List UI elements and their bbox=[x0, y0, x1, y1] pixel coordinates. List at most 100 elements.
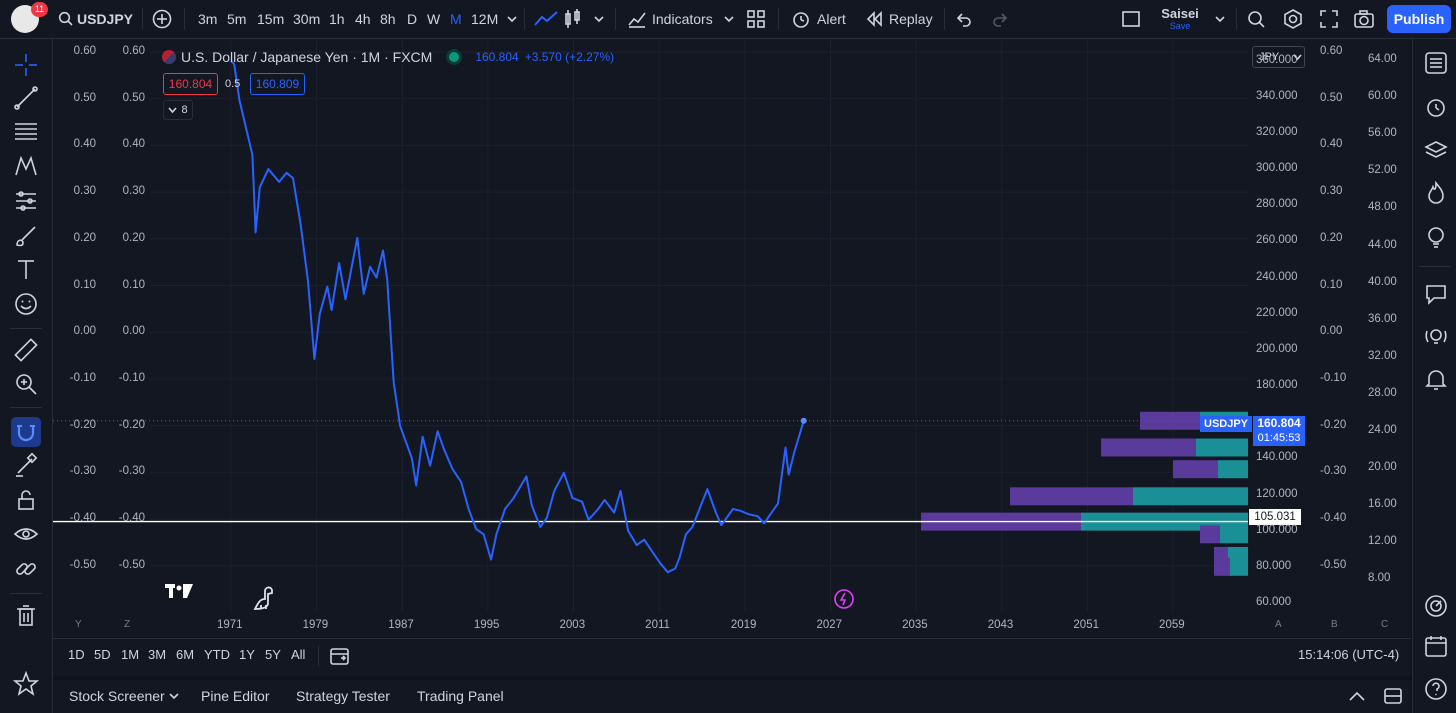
chat-icon[interactable] bbox=[1424, 282, 1448, 306]
undo-icon[interactable] bbox=[955, 10, 973, 28]
watchlist-icon[interactable] bbox=[1424, 51, 1448, 75]
help-icon[interactable] bbox=[1424, 677, 1448, 701]
eye-icon[interactable] bbox=[13, 521, 39, 547]
chevron-down-icon[interactable] bbox=[168, 691, 180, 701]
notifications-bell-icon[interactable] bbox=[1424, 367, 1448, 391]
horizontal-line-price-tag: 105.031 bbox=[1249, 509, 1301, 525]
clock-timezone[interactable]: 15:14:06 (UTC-4) bbox=[1298, 647, 1400, 662]
axis-y-label[interactable]: Y bbox=[75, 619, 82, 630]
publish-button[interactable]: Publish bbox=[1387, 5, 1451, 33]
crosshair-icon[interactable] bbox=[13, 52, 39, 78]
timeframe-1m[interactable]: 1M bbox=[121, 647, 140, 662]
layout-name[interactable]: Saisei Save bbox=[1160, 6, 1200, 31]
dino-mascot-icon[interactable] bbox=[251, 583, 279, 611]
redo-icon[interactable] bbox=[991, 10, 1009, 28]
interval-d[interactable]: D bbox=[407, 11, 418, 27]
axis-z-label[interactable]: Z bbox=[124, 619, 131, 630]
interval-30m[interactable]: 30m bbox=[293, 11, 321, 27]
buy-button[interactable]: 160.809 bbox=[250, 73, 305, 95]
timeframe-5d[interactable]: 5D bbox=[94, 647, 111, 662]
fullscreen-icon[interactable] bbox=[1319, 9, 1339, 29]
chevron-down-icon[interactable] bbox=[593, 14, 605, 24]
timeframe-all[interactable]: All bbox=[291, 647, 306, 662]
pattern-icon[interactable] bbox=[13, 153, 39, 179]
star-icon[interactable] bbox=[13, 671, 39, 697]
timeframe-1y[interactable]: 1Y bbox=[239, 647, 255, 662]
right-axis-outer-label: 8.00 bbox=[1368, 572, 1391, 585]
tab-strategy-tester[interactable]: Strategy Tester bbox=[296, 688, 390, 704]
link-icon[interactable] bbox=[13, 556, 39, 582]
chevron-down-icon[interactable] bbox=[1214, 14, 1226, 24]
axis-c-label[interactable]: C bbox=[1381, 619, 1389, 630]
chevron-up-icon[interactable] bbox=[1348, 689, 1366, 703]
indicators-button[interactable]: Indicators bbox=[627, 0, 713, 38]
magnet-button[interactable] bbox=[11, 417, 41, 447]
interval-w[interactable]: W bbox=[427, 11, 441, 27]
interval-8h[interactable]: 8h bbox=[380, 11, 396, 27]
compare-add-icon[interactable] bbox=[152, 9, 172, 29]
tradingview-logo[interactable] bbox=[164, 582, 194, 605]
forecast-icon[interactable] bbox=[13, 188, 39, 214]
stay-drawing-icon[interactable] bbox=[13, 452, 39, 478]
currency-selector[interactable]: JPY bbox=[1252, 46, 1305, 68]
interval-12m[interactable]: 12M bbox=[471, 11, 499, 27]
zoom-in-icon[interactable] bbox=[13, 371, 39, 397]
timeframe-1d[interactable]: 1D bbox=[68, 647, 85, 662]
bar-countdown: 01:45:53 bbox=[1257, 432, 1301, 444]
timeframe-3m[interactable]: 3M bbox=[148, 647, 167, 662]
brush-icon[interactable] bbox=[13, 223, 39, 249]
trash-icon[interactable] bbox=[13, 603, 39, 629]
tab-pine-editor[interactable]: Pine Editor bbox=[201, 688, 270, 704]
tab-trading-panel[interactable]: Trading Panel bbox=[417, 688, 504, 704]
quick-search-icon[interactable] bbox=[1246, 8, 1266, 30]
fib-retracement-icon[interactable] bbox=[13, 119, 39, 145]
chart-area[interactable] bbox=[53, 39, 1411, 637]
alert-button[interactable]: Alert bbox=[791, 0, 846, 38]
ruler-icon[interactable] bbox=[13, 337, 39, 363]
interval-15m[interactable]: 15m bbox=[257, 11, 285, 27]
dom-gauge-icon[interactable] bbox=[1424, 594, 1448, 618]
streams-icon[interactable] bbox=[1424, 325, 1448, 349]
emoji-icon[interactable] bbox=[13, 291, 39, 317]
camera-icon[interactable] bbox=[1353, 9, 1375, 29]
lock-icon[interactable] bbox=[13, 487, 39, 513]
layers-icon[interactable] bbox=[1424, 139, 1448, 163]
interval-5m[interactable]: 5m bbox=[227, 11, 247, 27]
settings-gear-icon[interactable] bbox=[1282, 8, 1304, 30]
layout-grid-icon[interactable] bbox=[746, 9, 766, 29]
calendar-icon[interactable] bbox=[1424, 634, 1448, 658]
axis-a-label[interactable]: A bbox=[1275, 619, 1282, 630]
hotlists-flame-icon[interactable] bbox=[1424, 181, 1448, 205]
replay-button[interactable]: Replay bbox=[866, 0, 933, 38]
line-chart-type-icon[interactable] bbox=[533, 9, 559, 29]
alerts-clock-icon[interactable] bbox=[1424, 95, 1448, 119]
timeframe-ytd[interactable]: YTD bbox=[204, 647, 230, 662]
lightning-event-icon[interactable] bbox=[833, 588, 855, 610]
axis-b-label[interactable]: B bbox=[1331, 619, 1338, 630]
interval-1h[interactable]: 1h bbox=[329, 11, 345, 27]
interval-m[interactable]: M bbox=[450, 11, 462, 27]
interval-3m[interactable]: 3m bbox=[198, 11, 218, 27]
sell-button[interactable]: 160.804 bbox=[163, 73, 218, 95]
chevron-down-icon[interactable] bbox=[723, 14, 735, 24]
tab-stock-screener[interactable]: Stock Screener bbox=[69, 688, 165, 704]
legend-collapse-button[interactable]: 8 bbox=[163, 100, 193, 120]
interval-4h[interactable]: 4h bbox=[355, 11, 371, 27]
symbol-search-button[interactable]: USDJPY bbox=[58, 0, 133, 38]
trend-line-icon[interactable] bbox=[13, 85, 39, 111]
timeframe-6m[interactable]: 6M bbox=[176, 647, 195, 662]
spread-value: 0.5 bbox=[225, 78, 241, 90]
candles-icon[interactable] bbox=[563, 8, 583, 30]
ideas-bulb-icon[interactable] bbox=[1424, 225, 1448, 249]
text-icon[interactable] bbox=[13, 257, 39, 283]
right-axis-outer-label: 36.00 bbox=[1368, 312, 1397, 325]
price-tag-value: 160.804 bbox=[1257, 416, 1301, 430]
symbol-legend[interactable]: U.S. Dollar / Japanese Yen · 1M · FXCM 1… bbox=[162, 48, 614, 66]
fullscreen-toggle-icon[interactable] bbox=[1121, 9, 1141, 29]
legend-change: +3.570 (+2.27%) bbox=[524, 50, 615, 64]
timeframe-5y[interactable]: 5Y bbox=[265, 647, 281, 662]
maximize-panel-icon[interactable] bbox=[1383, 687, 1403, 705]
date-range-calendar-icon[interactable] bbox=[329, 646, 351, 666]
chevron-down-icon[interactable] bbox=[506, 14, 518, 24]
